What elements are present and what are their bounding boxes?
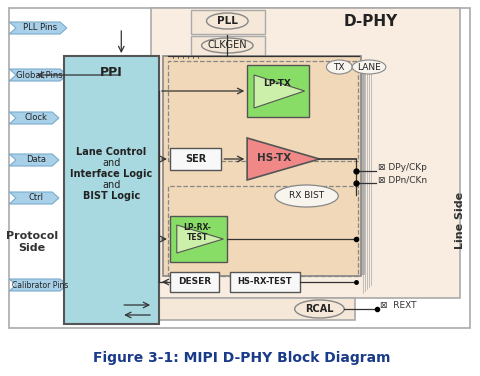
Bar [172, 62, 362, 274]
Bar [170, 216, 228, 262]
Text: Calibrator Pins: Calibrator Pins [12, 280, 68, 290]
Text: LP-RX-: LP-RX- [184, 223, 212, 232]
Text: TX: TX [334, 62, 345, 71]
Bar [247, 65, 309, 117]
Polygon shape [254, 75, 305, 108]
Text: Data: Data [26, 156, 46, 165]
Text: PLL: PLL [217, 16, 238, 26]
Text: Clock: Clock [24, 114, 47, 123]
Text: and: and [102, 180, 120, 190]
Text: HS-RX-TEST: HS-RX-TEST [238, 277, 292, 287]
Ellipse shape [295, 300, 344, 318]
Text: DESER: DESER [178, 277, 211, 287]
Text: HS-TX: HS-TX [257, 153, 291, 163]
Text: Line Side: Line Side [455, 191, 465, 249]
Text: SER: SER [185, 154, 206, 164]
Bar [153, 298, 355, 320]
Text: Protocol
Side: Protocol Side [6, 231, 58, 253]
Text: CLKGEN: CLKGEN [207, 40, 247, 50]
Bar [163, 56, 361, 276]
Polygon shape [9, 279, 67, 291]
Polygon shape [177, 225, 223, 253]
Polygon shape [9, 22, 67, 34]
Text: PPI: PPI [100, 65, 123, 79]
Bar [64, 56, 159, 324]
Bar [169, 60, 361, 274]
Text: Interface Logic: Interface Logic [70, 169, 153, 179]
Text: Figure 3-1: MIPI D-PHY Block Diagram: Figure 3-1: MIPI D-PHY Block Diagram [94, 351, 391, 365]
Text: BIST Logic: BIST Logic [83, 191, 140, 201]
Text: Lane Control: Lane Control [76, 147, 146, 157]
Bar [151, 8, 460, 298]
Text: LP-TX: LP-TX [263, 79, 291, 88]
Bar [178, 66, 364, 274]
Bar [168, 186, 358, 276]
Ellipse shape [326, 60, 352, 74]
Bar [168, 61, 358, 161]
Text: PLL Pins: PLL Pins [23, 23, 57, 32]
Text: ⊠ DPy/CKp: ⊠ DPy/CKp [378, 164, 427, 173]
Polygon shape [9, 192, 59, 204]
Polygon shape [9, 154, 59, 166]
Text: ⊠ DPn/CKn: ⊠ DPn/CKn [378, 176, 427, 185]
Bar [166, 58, 360, 274]
Bar [230, 272, 300, 292]
Text: RX BIST: RX BIST [289, 191, 324, 200]
Bar [191, 36, 265, 56]
Text: D-PHY: D-PHY [344, 15, 398, 29]
Polygon shape [9, 69, 67, 81]
Ellipse shape [275, 185, 338, 207]
Ellipse shape [202, 38, 253, 53]
Polygon shape [247, 138, 320, 180]
Text: ⊠  REXT: ⊠ REXT [380, 302, 417, 311]
Text: RCAL: RCAL [305, 304, 334, 314]
Bar [175, 64, 363, 274]
Bar [191, 10, 265, 34]
Bar [9, 8, 470, 328]
Text: and: and [102, 158, 120, 168]
Polygon shape [9, 112, 59, 124]
Text: Ctrl: Ctrl [28, 194, 43, 203]
Bar [170, 148, 221, 170]
Text: TEST: TEST [187, 232, 208, 241]
Bar [170, 272, 219, 292]
Ellipse shape [206, 13, 248, 29]
Text: Global Pins: Global Pins [16, 71, 63, 79]
Ellipse shape [352, 60, 386, 74]
Text: LANE: LANE [357, 62, 381, 71]
